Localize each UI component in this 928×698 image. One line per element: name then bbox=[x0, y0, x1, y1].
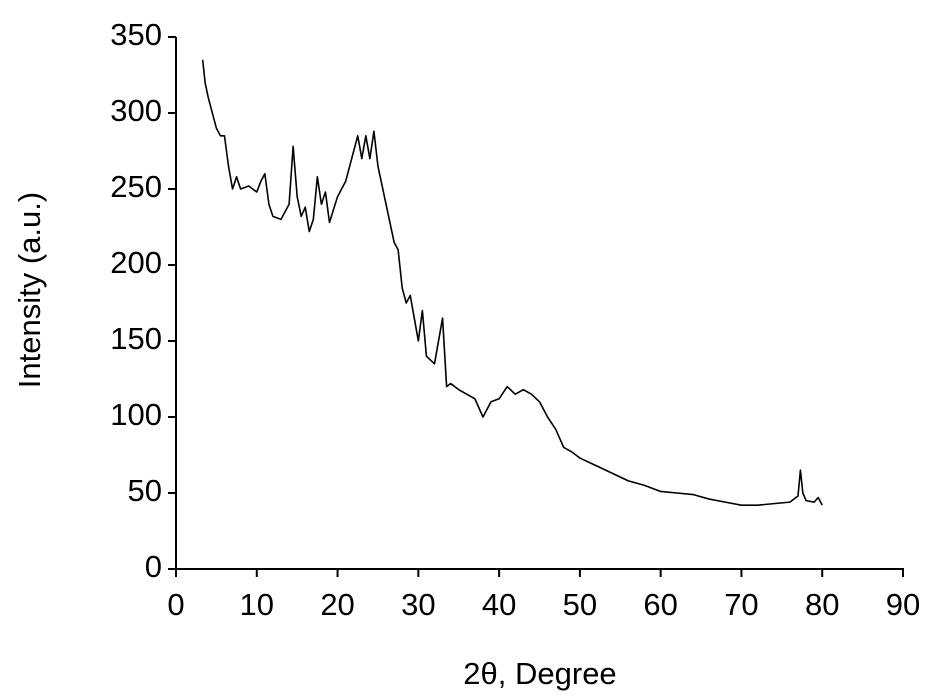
x-tick-label: 30 bbox=[401, 587, 435, 622]
y-axis-label: Intensity (a.u.) bbox=[12, 192, 47, 388]
y-tick-label: 0 bbox=[145, 549, 162, 584]
x-tick-label: 50 bbox=[563, 587, 597, 622]
y-tick-label: 200 bbox=[110, 245, 162, 280]
x-tick-label: 10 bbox=[240, 587, 274, 622]
y-tick-label: 300 bbox=[110, 93, 162, 128]
y-tick-label: 50 bbox=[128, 473, 162, 508]
x-tick-label: 40 bbox=[482, 587, 516, 622]
data-line bbox=[201, 59, 823, 506]
x-tick-label: 70 bbox=[724, 587, 758, 622]
y-tick-label: 350 bbox=[110, 17, 162, 52]
x-tick-label: 80 bbox=[805, 587, 839, 622]
x-axis-label: 2θ, Degree bbox=[463, 656, 616, 691]
x-tick-label: 60 bbox=[643, 587, 677, 622]
x-tick-label: 90 bbox=[886, 587, 920, 622]
y-tick-label: 250 bbox=[110, 169, 162, 204]
y-tick-label: 100 bbox=[110, 397, 162, 432]
x-tick-label: 0 bbox=[167, 587, 184, 622]
x-tick-label: 20 bbox=[320, 587, 354, 622]
y-tick-label: 150 bbox=[110, 321, 162, 356]
